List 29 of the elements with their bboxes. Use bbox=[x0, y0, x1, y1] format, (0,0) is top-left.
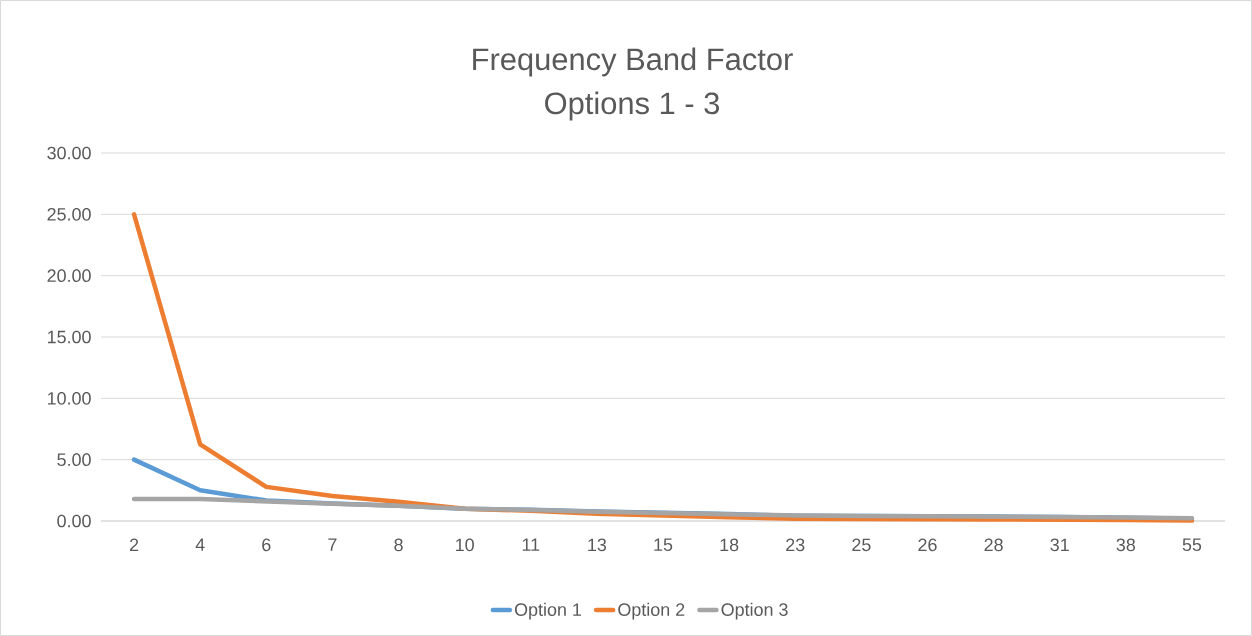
y-tick-label: 0.00 bbox=[57, 514, 91, 528]
x-tick-label: 18 bbox=[720, 538, 739, 552]
legend-label: Option 1 bbox=[514, 602, 581, 620]
x-tick-label: 26 bbox=[918, 538, 937, 552]
y-tick-label: 15.00 bbox=[47, 330, 91, 344]
y-tick-label: 30.00 bbox=[47, 146, 91, 160]
chart-title: Frequency Band Factor bbox=[473, 47, 793, 77]
x-tick-label: 4 bbox=[195, 538, 205, 551]
y-tick-label: 20.00 bbox=[47, 269, 91, 282]
x-tick-label: 10 bbox=[456, 538, 474, 552]
x-tick-label: 7 bbox=[328, 538, 337, 551]
x-tick-label: 15 bbox=[654, 538, 673, 552]
y-tick-label: 10.00 bbox=[47, 391, 91, 405]
x-tick-label: 13 bbox=[588, 538, 607, 552]
x-tick-label: 31 bbox=[1050, 538, 1069, 552]
x-tick-label: 11 bbox=[522, 538, 540, 551]
x-tick-label: 25 bbox=[852, 538, 871, 552]
x-tick-label: 38 bbox=[1116, 538, 1136, 552]
chart-subtitle: Options 1 - 3 bbox=[545, 91, 720, 121]
x-tick-label: 8 bbox=[394, 538, 403, 552]
x-tick-label: 6 bbox=[262, 538, 271, 552]
y-tick-label: 5.00 bbox=[57, 453, 91, 466]
x-tick-label: 55 bbox=[1182, 538, 1202, 552]
legend-label: Option 3 bbox=[721, 602, 788, 620]
x-tick-label: 2 bbox=[129, 538, 139, 552]
legend-label: Option 2 bbox=[618, 602, 685, 620]
y-tick-label: 25.00 bbox=[47, 207, 91, 221]
x-tick-label: 28 bbox=[984, 538, 1003, 552]
x-tick-label: 23 bbox=[786, 538, 805, 552]
